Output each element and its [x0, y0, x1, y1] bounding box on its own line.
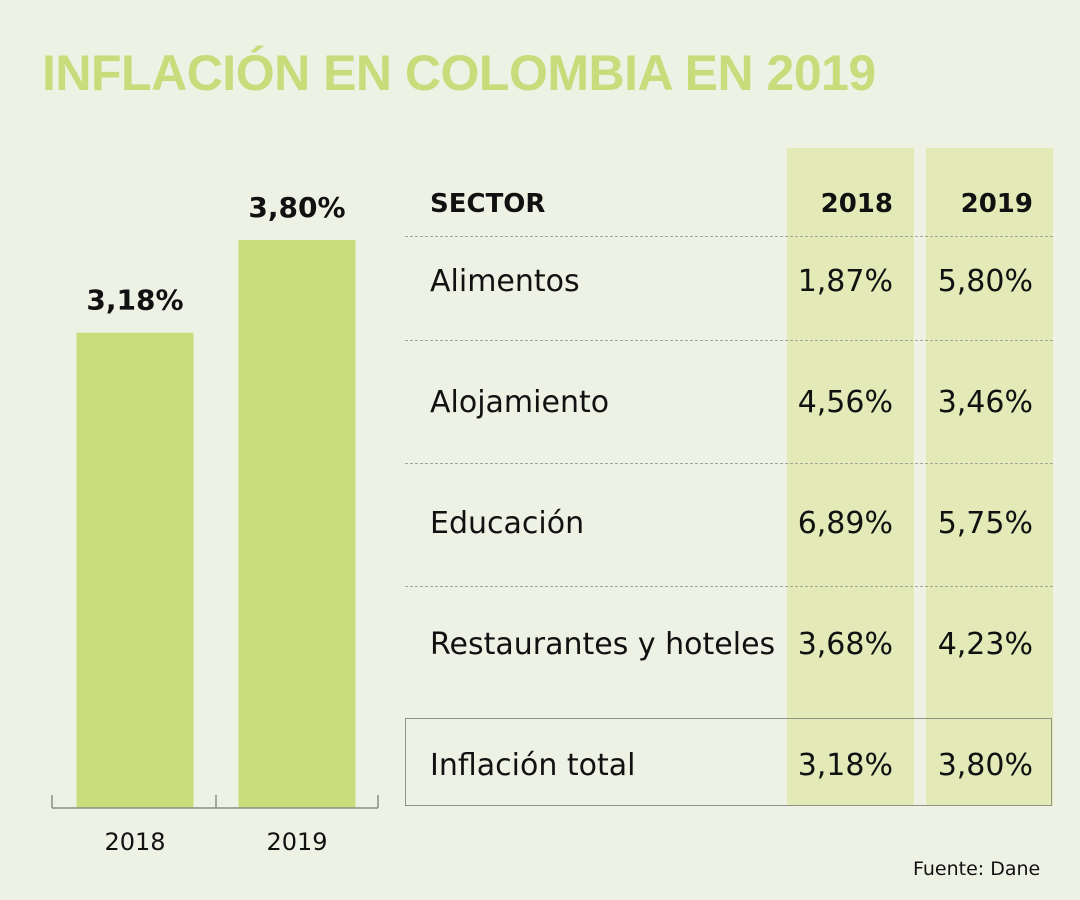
- x-tick-label: 2019: [266, 828, 327, 856]
- bar-2018: [76, 332, 194, 808]
- bar-data-label: 3,80%: [248, 191, 345, 224]
- cell-2018: 6,89%: [797, 506, 893, 541]
- bar-data-label: 3,18%: [86, 284, 183, 317]
- row-sector: Educación: [430, 506, 585, 541]
- row-divider: [405, 340, 1053, 341]
- cell-2019: 4,23%: [937, 627, 1033, 662]
- cell-2019: 3,46%: [937, 385, 1033, 420]
- column-highlight-2018: [787, 148, 914, 806]
- column-highlight-2019: [926, 148, 1053, 806]
- row-divider: [405, 236, 1053, 237]
- header-2019: 2019: [960, 189, 1033, 219]
- row-divider: [405, 586, 1053, 587]
- cell-2018: 1,87%: [797, 264, 893, 299]
- header-sector: SECTOR: [430, 189, 546, 219]
- source-note: Fuente: Dane: [913, 858, 1041, 880]
- total-row-box: [405, 718, 1052, 806]
- cell-2019: 5,80%: [937, 264, 1033, 299]
- row-sector: Alimentos: [430, 264, 580, 299]
- chart-title: INFLACIÓN EN COLOMBIA EN 2019: [42, 45, 876, 101]
- cell-2019: 3,80%: [937, 748, 1033, 783]
- cell-2018: 4,56%: [797, 385, 893, 420]
- header-2018: 2018: [820, 189, 893, 219]
- row-sector: Restaurantes y hoteles: [430, 627, 776, 662]
- cell-2019: 5,75%: [937, 506, 1033, 541]
- row-sector: Alojamiento: [430, 385, 610, 420]
- bar-chart: 3,18% 2018 3,80% 2019: [51, 191, 379, 856]
- bar-2019: [238, 240, 356, 808]
- row-sector: Inflación total: [430, 748, 636, 783]
- row-divider: [405, 463, 1053, 464]
- cell-2018: 3,68%: [797, 627, 893, 662]
- cell-2018: 3,18%: [797, 748, 893, 783]
- x-tick-label: 2018: [104, 828, 165, 856]
